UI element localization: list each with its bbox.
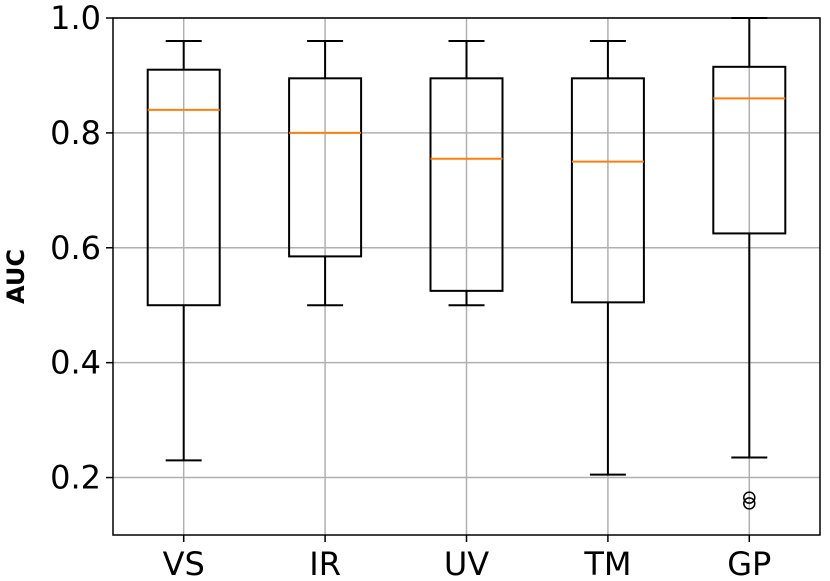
y-axis-label: AUC xyxy=(2,249,30,304)
x-tick-label-tm: TM xyxy=(583,545,631,581)
y-tick-label: 1.0 xyxy=(50,0,101,37)
tick-layer: 0.2 0.4 0.6 0.8 1.0 VS IR UV TM GP xyxy=(50,0,771,581)
y-tick-label: 0.8 xyxy=(50,114,101,152)
iqr-box xyxy=(429,77,504,292)
iqr-box xyxy=(146,68,221,307)
y-tick-label: 0.2 xyxy=(50,459,101,497)
y-tick-label: 0.6 xyxy=(50,229,101,267)
box-tm xyxy=(570,39,645,476)
x-tick-label-uv: UV xyxy=(444,545,489,581)
outlier-point xyxy=(743,491,756,504)
iqr-box xyxy=(288,77,363,258)
x-tick-label-ir: IR xyxy=(309,545,341,581)
iqr-box xyxy=(570,77,645,304)
outlier-point xyxy=(743,497,756,510)
box-uv xyxy=(429,39,504,307)
box-vs xyxy=(146,39,221,462)
box-ir xyxy=(288,39,363,307)
x-tick-label-vs: VS xyxy=(163,545,205,581)
y-tick-label: 0.4 xyxy=(50,344,101,382)
x-tick-label-gp: GP xyxy=(727,545,771,581)
iqr-box xyxy=(712,65,787,235)
